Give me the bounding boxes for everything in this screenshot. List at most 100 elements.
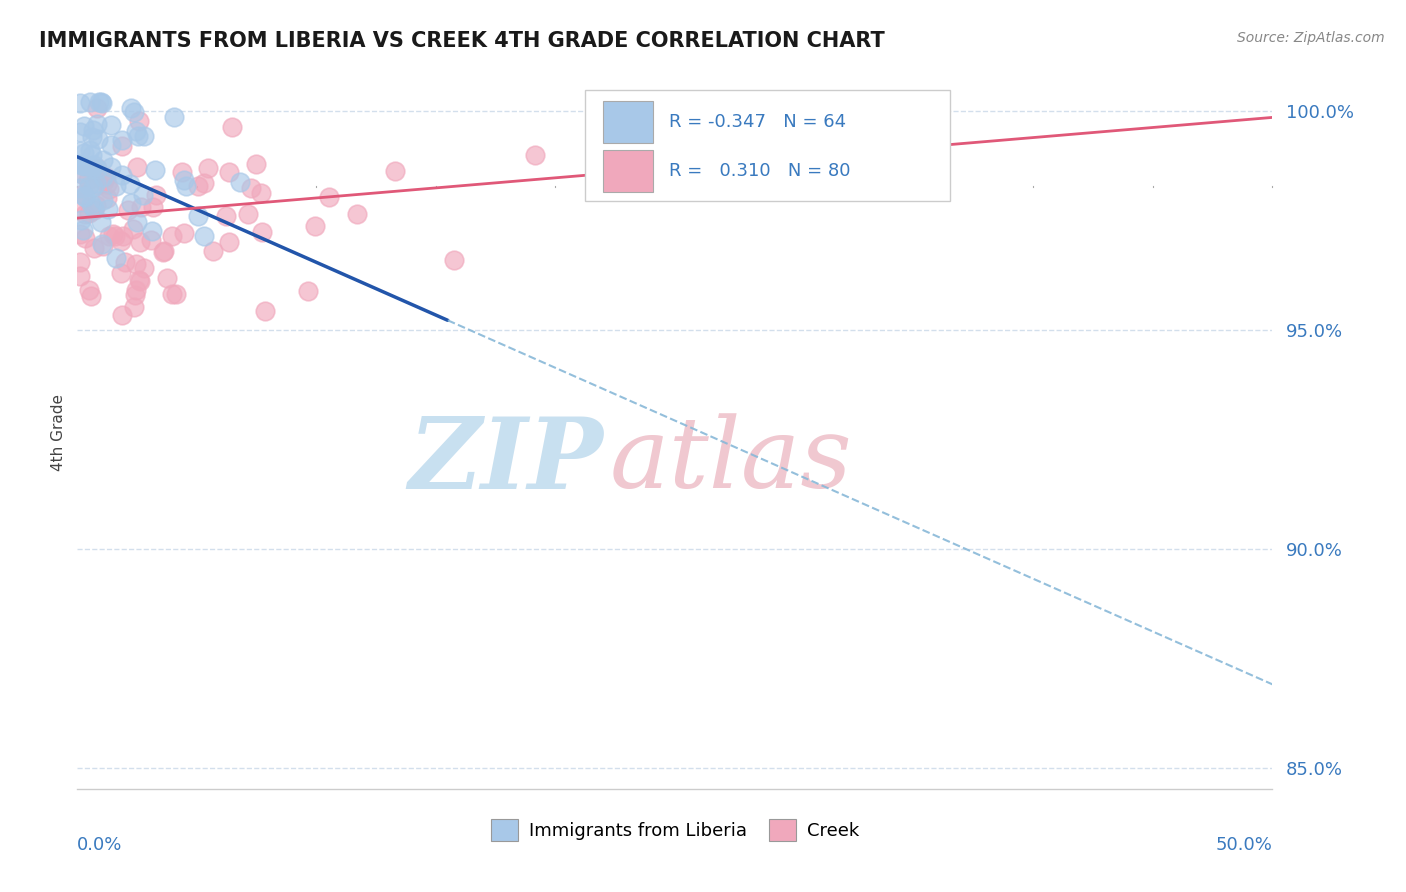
Point: [69, 125, 91, 139]
Point: [111, 138, 134, 153]
Point: [91, 170, 114, 185]
Point: [346, 207, 368, 221]
Point: [90, 171, 112, 186]
Point: [84, 197, 107, 211]
Point: [86, 161, 108, 175]
Text: atlas: atlas: [609, 414, 852, 508]
FancyBboxPatch shape: [603, 101, 654, 143]
Point: [117, 203, 139, 218]
Point: [84, 165, 107, 179]
Point: [160, 228, 183, 243]
Point: [250, 225, 273, 239]
Point: [104, 252, 127, 266]
Point: [120, 196, 142, 211]
Point: [100, 137, 122, 152]
Point: [86, 117, 108, 131]
Point: [80, 196, 103, 211]
Point: [193, 228, 215, 243]
Point: [173, 227, 195, 241]
Point: [91, 239, 114, 253]
Point: [125, 257, 148, 271]
Point: [443, 252, 465, 267]
Point: [100, 119, 122, 133]
Point: [84, 176, 107, 190]
FancyBboxPatch shape: [603, 150, 654, 193]
Point: [69, 254, 91, 268]
Point: [69, 144, 91, 158]
Point: [91, 153, 114, 167]
Point: [73, 120, 96, 134]
Point: [80, 161, 103, 175]
Point: [75, 231, 97, 245]
Point: [114, 255, 136, 269]
Point: [83, 241, 105, 255]
Point: [112, 228, 135, 243]
Point: [128, 273, 150, 287]
Point: [79, 95, 101, 109]
Point: [187, 209, 209, 223]
Point: [197, 161, 219, 175]
Point: [193, 176, 215, 190]
Point: [524, 148, 547, 162]
Point: [97, 228, 120, 243]
Point: [82, 130, 104, 145]
Y-axis label: 4th Grade: 4th Grade: [51, 394, 66, 471]
Point: [304, 219, 326, 234]
Point: [214, 210, 236, 224]
Point: [125, 160, 148, 174]
Point: [143, 162, 166, 177]
Point: [97, 182, 120, 196]
Point: [69, 268, 91, 283]
Point: [125, 123, 148, 137]
Point: [127, 215, 149, 229]
Point: [129, 235, 152, 249]
Point: [128, 114, 150, 128]
Point: [75, 190, 97, 204]
Point: [297, 284, 319, 298]
Point: [218, 235, 240, 249]
Point: [132, 260, 155, 275]
Point: [221, 120, 243, 135]
Point: [118, 178, 141, 192]
Point: [124, 287, 146, 301]
Point: [72, 223, 94, 237]
Point: [69, 96, 91, 111]
Point: [90, 96, 112, 111]
Point: [73, 146, 96, 161]
Point: [83, 202, 105, 217]
Point: [90, 95, 112, 110]
Point: [153, 244, 176, 258]
Point: [96, 177, 118, 191]
Legend: Immigrants from Liberia, Creek: Immigrants from Liberia, Creek: [484, 812, 866, 848]
Point: [165, 287, 187, 301]
Point: [170, 165, 193, 179]
Point: [77, 206, 100, 220]
Point: [152, 245, 174, 260]
Point: [91, 193, 114, 207]
Point: [110, 234, 132, 248]
Text: R =   0.310   N = 80: R = 0.310 N = 80: [669, 162, 851, 180]
Point: [69, 227, 91, 242]
Point: [77, 173, 100, 187]
Point: [90, 214, 112, 228]
Point: [132, 128, 155, 143]
Point: [236, 206, 259, 220]
Point: [128, 274, 150, 288]
Text: Source: ZipAtlas.com: Source: ZipAtlas.com: [1237, 31, 1385, 45]
Point: [104, 178, 127, 193]
Point: [73, 159, 96, 173]
Point: [110, 133, 132, 147]
Point: [79, 143, 101, 157]
Point: [384, 163, 406, 178]
Point: [240, 181, 263, 195]
Point: [72, 186, 94, 201]
Point: [96, 191, 118, 205]
Point: [250, 186, 273, 200]
Point: [145, 187, 167, 202]
Point: [160, 287, 183, 301]
Point: [83, 158, 105, 172]
Point: [69, 181, 91, 195]
Point: [139, 233, 162, 247]
Point: [80, 288, 103, 302]
FancyBboxPatch shape: [585, 90, 950, 201]
